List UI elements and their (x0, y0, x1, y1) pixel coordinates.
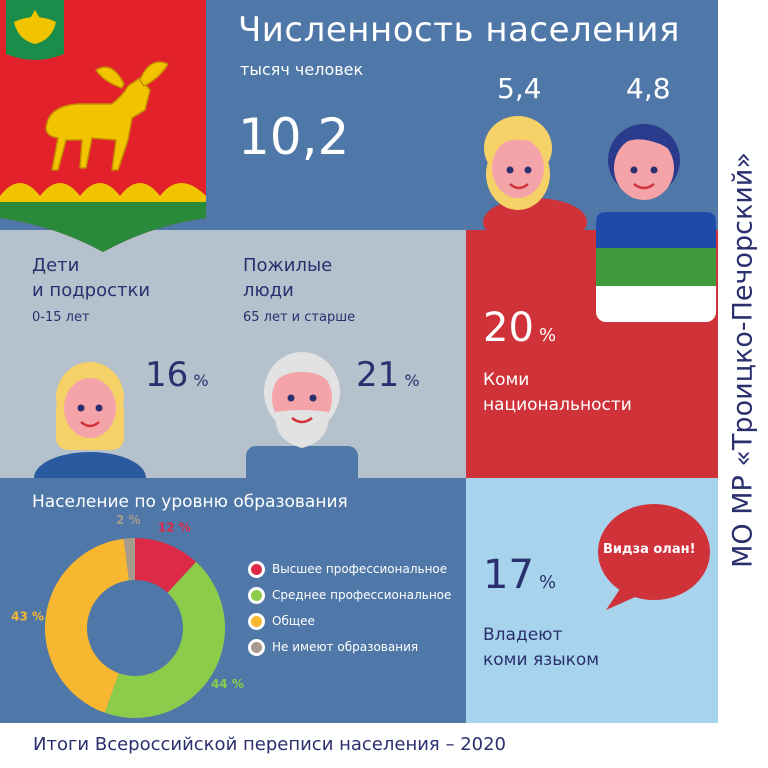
legend-label-higher: Высшее профессиональное (272, 562, 448, 576)
children-percent-value: 16 (145, 355, 189, 395)
children-percent-sign: % (193, 371, 209, 390)
legend-dot-general (248, 612, 265, 630)
label-general: 43 % (11, 609, 44, 623)
speech-bubble-text: Видза олан! (603, 542, 696, 557)
elderly-title-line1: Пожилые (243, 255, 333, 276)
komi-nationality-percent: 20 % (483, 305, 556, 351)
elderly-subtitle: 65 лет и старше (243, 310, 356, 325)
woman-figure-icon (483, 116, 587, 230)
komi-nationality-percent-sign: % (539, 325, 557, 346)
komi-language-percent: 17 % (483, 552, 556, 598)
elderly-percent-sign: % (404, 371, 420, 390)
elderly-percent: 21 % (356, 355, 420, 395)
legend-dot-higher (248, 560, 265, 578)
label-higher: 12 % (158, 520, 191, 534)
komi-nationality-label-line1: Коми (483, 370, 530, 390)
children-percent: 16 % (145, 355, 209, 395)
side-title-wrapper: МО МР «Троицко-Печорский» (718, 0, 768, 723)
legend-dot-none (248, 638, 265, 656)
children-title-line2: и подростки (32, 280, 151, 301)
slice-general (45, 538, 130, 713)
elderly-percent-value: 21 (356, 355, 400, 395)
side-title: МО МР «Троицко-Печорский» (727, 152, 759, 568)
komi-language-percent-value: 17 (483, 552, 534, 598)
slice-none (123, 538, 135, 581)
slice-secondary (104, 561, 225, 718)
footer-text: Итоги Всероссийской переписи населения –… (33, 734, 507, 755)
coat-of-arms-logo (0, 0, 206, 252)
male-count: 4,8 (626, 72, 671, 105)
komi-language-percent-sign: % (539, 572, 557, 593)
child-figure-icon (34, 362, 146, 478)
man-figure-icon (596, 124, 716, 322)
legend-dot-secondary (248, 586, 265, 604)
legend-label-secondary: Среднее профессиональное (272, 588, 452, 602)
komi-nationality-percent-value: 20 (483, 305, 534, 351)
legend-item-none: Не имеют образования (248, 638, 418, 656)
slice-higher (135, 538, 197, 593)
legend-label-none: Не имеют образования (272, 640, 419, 654)
elderly-title-line2: люди (243, 280, 294, 301)
education-donut-chart: 12 % 44 % 43 % 2 % (11, 513, 244, 718)
komi-nationality-label-line2: национальности (483, 395, 632, 415)
population-title: Численность населения (238, 10, 680, 50)
children-subtitle: 0-15 лет (32, 310, 90, 325)
education-title: Население по уровню образования (32, 492, 348, 512)
elderly-figure-icon (246, 352, 358, 478)
label-secondary: 44 % (211, 677, 244, 691)
legend-item-secondary: Среднее профессиональное (248, 586, 451, 604)
legend-item-higher: Высшее профессиональное (248, 560, 447, 578)
komi-language-label-line2: коми языком (483, 650, 600, 670)
komi-language-label-line1: Владеют (483, 625, 563, 645)
speech-bubble-icon (598, 504, 710, 610)
female-count: 5,4 (497, 72, 542, 105)
population-unit: тысяч человек (240, 60, 364, 79)
children-title-line1: Дети (32, 255, 80, 276)
legend-item-general: Общее (248, 612, 315, 630)
population-total: 10,2 (238, 108, 350, 166)
legend-label-general: Общее (272, 614, 315, 628)
label-none: 2 % (116, 513, 141, 527)
